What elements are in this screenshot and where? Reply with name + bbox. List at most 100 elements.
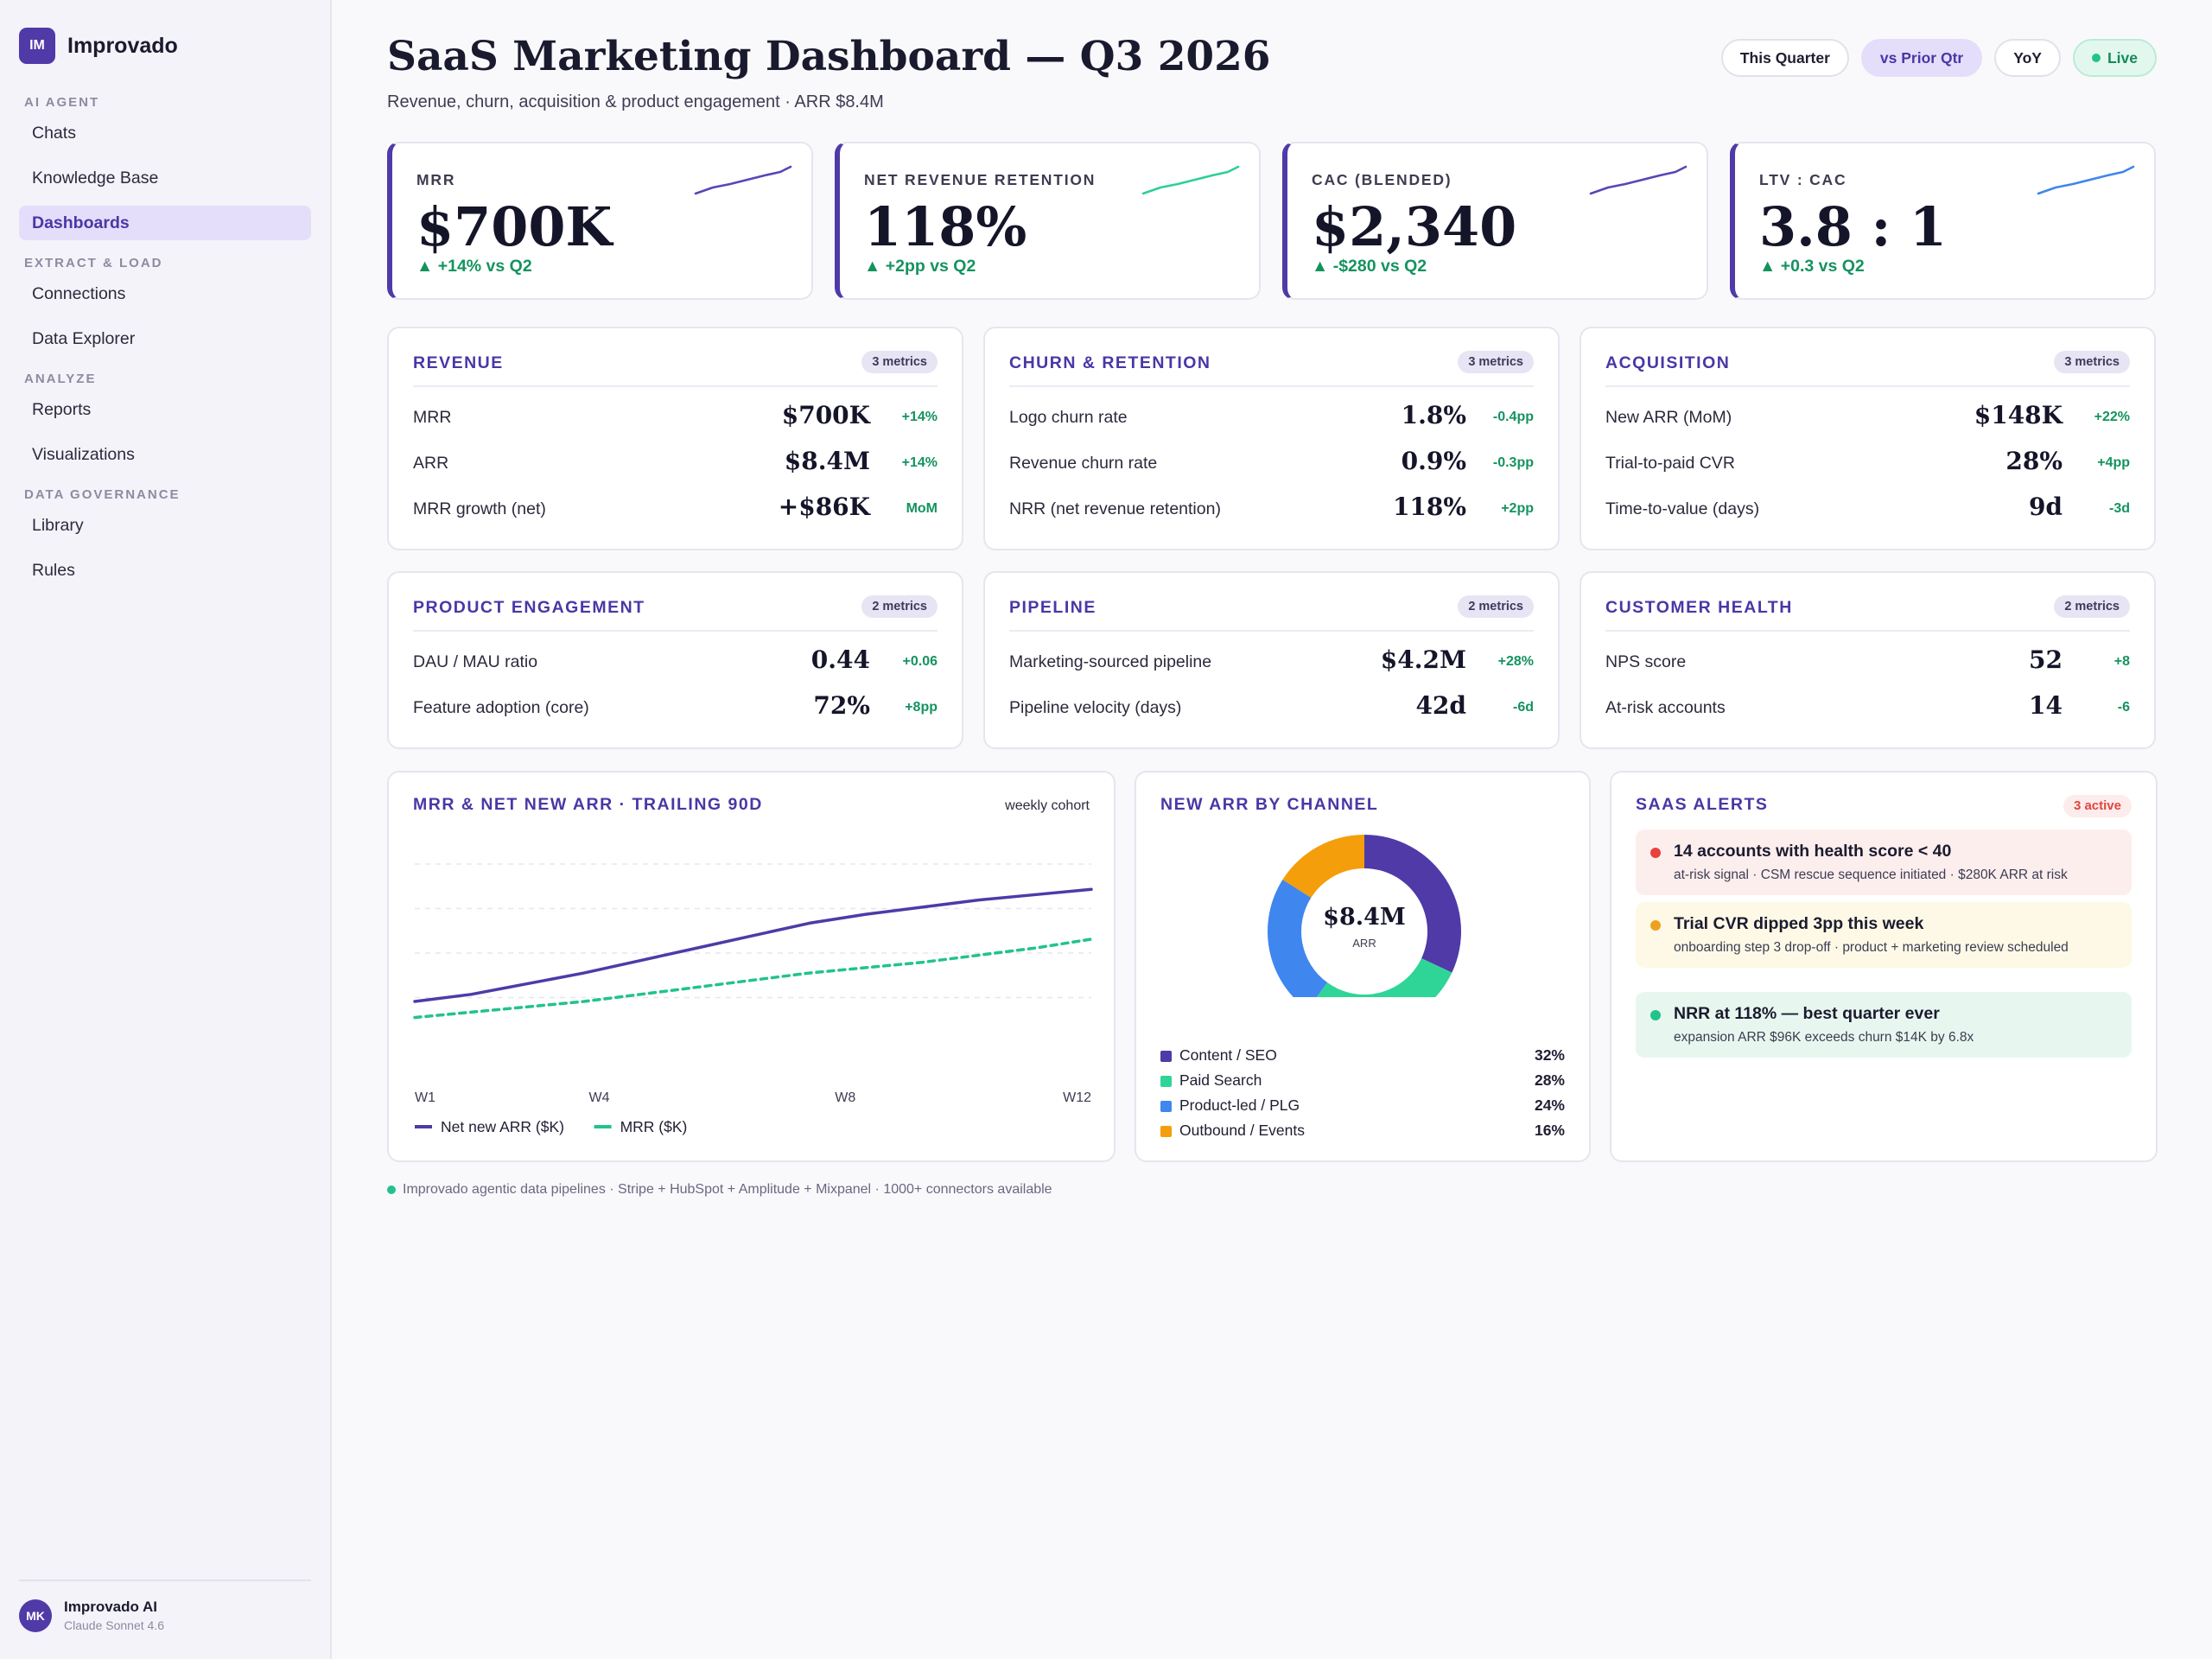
kpi-delta: ▲ -$280 vs Q2 (1312, 257, 1427, 276)
metric-value: 52 (2029, 645, 2063, 674)
line-chart: W1 W4 W8 W12 Net new ARR ($K) MRR ($K) (413, 863, 1093, 1135)
metric-row[interactable]: DAU / MAU ratio 0.44 +0.06 (413, 645, 938, 680)
alert-item[interactable]: NRR at 118% — best quarter ever expansion… (1636, 992, 2132, 1058)
donut-chart-title: NEW ARR BY CHANNEL (1160, 795, 1379, 814)
legend-item-paid-search: Paid Search 28% (1160, 1071, 1565, 1092)
alert-status-dot-icon (1650, 848, 1661, 858)
metric-row[interactable]: Revenue churn rate 0.9% -0.3pp (1009, 447, 1534, 481)
metric-value: 9d (2028, 493, 2063, 521)
sidebar-item-rules[interactable]: Rules (32, 561, 75, 580)
donut-slice-paid-search (1316, 958, 1452, 997)
filter-vs-prior-qtr[interactable]: vs Prior Qtr (1860, 39, 1983, 77)
metric-row[interactable]: NPS score 52 +8 (1605, 645, 2130, 680)
x-tick-label: W12 (1063, 1090, 1091, 1105)
metric-label: At-risk accounts (1605, 698, 1726, 717)
donut-slice-outbound-events (1282, 835, 1364, 898)
kpi-card-net-revenue-retention[interactable]: NET REVENUE RETENTION 118% ▲ +2pp vs Q2 (835, 142, 1261, 300)
user-model: Claude Sonnet 4.6 (64, 1618, 164, 1632)
metric-row[interactable]: Logo churn rate 1.8% -0.4pp (1009, 401, 1534, 435)
legend-label: Product-led / PLG (1179, 1096, 1300, 1114)
metric-value: 0.44 (810, 645, 870, 674)
metric-group-pipeline: PIPELINE 2 metrics Marketing-sourced pipel… (983, 571, 1560, 749)
metric-row[interactable]: MRR $700K +14% (413, 401, 938, 435)
user-profile[interactable]: MK Improvado AI Claude Sonnet 4.6 (19, 1580, 311, 1632)
metric-group-acquisition: ACQUISITION 3 metrics New ARR (MoM) $148K +2… (1580, 327, 2156, 550)
metric-group-title: ACQUISITION (1605, 353, 1731, 372)
sidebar-item-data-explorer[interactable]: Data Explorer (32, 329, 136, 348)
metric-row[interactable]: MRR growth (net) +$86K MoM (413, 493, 938, 527)
kpi-value: 3.8 : 1 (1759, 195, 1948, 258)
metric-group-header: PIPELINE 2 metrics (1009, 595, 1534, 632)
metric-delta: +22% (2094, 410, 2130, 424)
metric-delta: +0.06 (902, 654, 938, 669)
metric-group-title: CHURN & RETENTION (1009, 353, 1211, 372)
metric-value: 1.8% (1401, 401, 1466, 429)
metric-label: Trial-to-paid CVR (1605, 454, 1735, 473)
page-subtitle: Revenue, churn, acquisition & product en… (387, 92, 884, 111)
sidebar-item-chats[interactable]: Chats (32, 124, 76, 143)
live-dot-icon (2091, 54, 2101, 62)
metric-delta: +14% (901, 410, 938, 424)
sidebar-item-dashboards[interactable]: Dashboards (19, 206, 311, 240)
metric-row[interactable]: Pipeline velocity (days) 42d -6d (1009, 691, 1534, 726)
metric-group-header: CUSTOMER HEALTH 2 metrics (1605, 595, 2130, 632)
legend-value: 24% (1534, 1096, 1565, 1114)
sidebar-item-visualizations[interactable]: Visualizations (32, 445, 135, 464)
live-label: Live (2107, 49, 2138, 67)
metric-delta: +8pp (905, 700, 938, 715)
metric-group-title: PIPELINE (1009, 598, 1096, 617)
metric-row[interactable]: Trial-to-paid CVR 28% +4pp (1605, 447, 2130, 481)
series-line-net-new-arr-k (413, 887, 1093, 1003)
metric-label: NPS score (1605, 652, 1687, 671)
metric-label: Pipeline velocity (days) (1009, 698, 1182, 717)
sidebar-item-reports[interactable]: Reports (32, 400, 92, 419)
arr-by-channel-panel: NEW ARR BY CHANNEL $8.4M ARR Content / S… (1135, 771, 1591, 1162)
metric-count-badge: 2 metrics (2054, 595, 2130, 618)
metric-label: MRR growth (net) (413, 499, 546, 518)
metric-value: $700K (781, 401, 870, 429)
sidebar-item-library[interactable]: Library (32, 516, 84, 535)
brand[interactable]: IM Improvado (19, 28, 178, 64)
metric-group-title: CUSTOMER HEALTH (1605, 598, 1793, 617)
kpi-card-ltv-cac[interactable]: LTV : CAC 3.8 : 1 ▲ +0.3 vs Q2 (1730, 142, 2156, 300)
metric-count-badge: 3 metrics (2054, 351, 2130, 373)
alert-item[interactable]: 14 accounts with health score < 40 at-ris… (1636, 830, 2132, 895)
metric-row[interactable]: NRR (net revenue retention) 118% +2pp (1009, 493, 1534, 527)
sparkline-icon (2037, 165, 2135, 195)
metric-label: New ARR (MoM) (1605, 408, 1732, 427)
metric-delta: -0.4pp (1492, 410, 1534, 424)
metric-row[interactable]: Marketing-sourced pipeline $4.2M +28% (1009, 645, 1534, 680)
filter-yoy[interactable]: YoY (1994, 39, 2061, 77)
x-tick-label: W8 (835, 1090, 855, 1105)
metric-row[interactable]: ARR $8.4M +14% (413, 447, 938, 481)
metric-delta: +14% (901, 455, 938, 470)
legend-value: 28% (1534, 1071, 1565, 1089)
filter-this-quarter[interactable]: This Quarter (1720, 39, 1849, 77)
sidebar-item-knowledge-base[interactable]: Knowledge Base (32, 168, 159, 188)
metric-group-product-engagement: PRODUCT ENGAGEMENT 2 metrics DAU / MAU rat… (387, 571, 963, 749)
alert-title: 14 accounts with health score < 40 (1674, 842, 1952, 861)
metric-row[interactable]: Feature adoption (core) 72% +8pp (413, 691, 938, 726)
alerts-count-badge: 3 active (2063, 795, 2132, 817)
donut-slice-content-seo (1364, 835, 1461, 973)
metric-group-customer-health: CUSTOMER HEALTH 2 metrics NPS score 52 +8 At-… (1580, 571, 2156, 749)
legend-item-product-led-plg: Product-led / PLG 24% (1160, 1096, 1565, 1117)
nav-section-ai-agent: AI AGENT (24, 95, 100, 110)
saas-alerts-panel: SAAS ALERTS 3 active 14 accounts with he… (1610, 771, 2158, 1162)
kpi-label: LTV : CAC (1759, 171, 1847, 188)
live-toggle[interactable]: Live (2072, 39, 2157, 77)
kpi-card-mrr[interactable]: MRR $700K ▲ +14% vs Q2 (387, 142, 813, 300)
metric-label: Logo churn rate (1009, 408, 1128, 427)
metric-row[interactable]: At-risk accounts 14 -6 (1605, 691, 2130, 726)
metric-group-header: ACQUISITION 3 metrics (1605, 351, 2130, 387)
metric-label: DAU / MAU ratio (413, 652, 538, 671)
metric-delta: +4pp (2097, 455, 2130, 470)
sidebar-item-connections[interactable]: Connections (32, 284, 126, 303)
metric-row[interactable]: New ARR (MoM) $148K +22% (1605, 401, 2130, 435)
metric-count-badge: 3 metrics (861, 351, 938, 373)
metric-count-badge: 3 metrics (1458, 351, 1534, 373)
alert-item[interactable]: Trial CVR dipped 3pp this week onboarding… (1636, 902, 2132, 968)
donut-slice-product-led-plg (1268, 879, 1328, 997)
metric-row[interactable]: Time-to-value (days) 9d -3d (1605, 493, 2130, 527)
kpi-card-cac-blended[interactable]: CAC (BLENDED) $2,340 ▲ -$280 vs Q2 (1282, 142, 1708, 300)
